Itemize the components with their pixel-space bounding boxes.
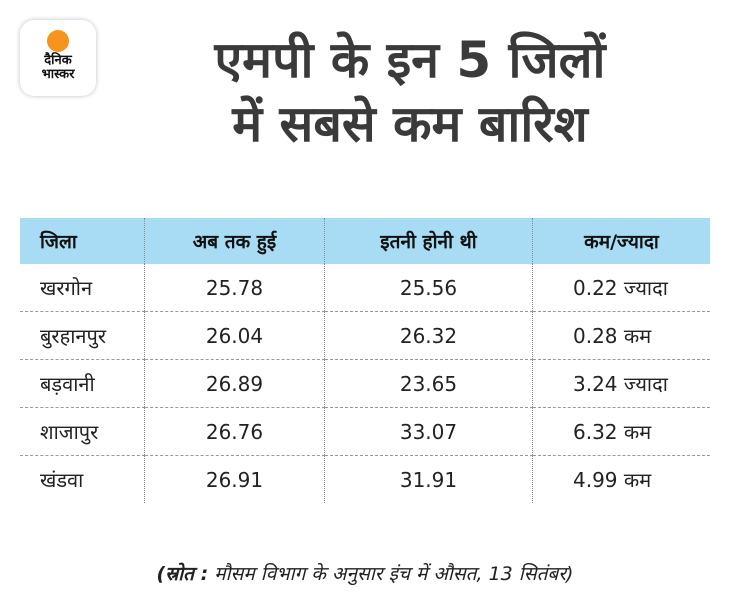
value-cell: 26.04 <box>144 311 325 360</box>
source-text: मौसम विभाग के अनुसार इंच में औसत, 13 सित… <box>208 563 574 585</box>
district-cell: शाजापुर <box>20 407 145 456</box>
logo-line1: दैनिक <box>44 53 72 68</box>
value-cell: 4.99 कम <box>532 455 710 503</box>
table-row: शाजापुर 26.76 33.07 6.32 कम <box>20 407 710 456</box>
column-header: कम/ज्यादा <box>532 218 710 264</box>
value-cell: 26.32 <box>324 311 533 360</box>
value-cell: 26.76 <box>144 407 325 456</box>
column-header: अब तक हुई <box>144 218 325 264</box>
source-label: (स्रोत : <box>156 563 209 585</box>
table-header: जिला अब तक हुई इतनी होनी थी कम/ज्यादा <box>20 218 710 264</box>
column-header: इतनी होनी थी <box>324 218 533 264</box>
district-cell: खंडवा <box>20 455 145 503</box>
table-row: बड़वानी 26.89 23.65 3.24 ज्यादा <box>20 359 710 408</box>
table-row: खंडवा 26.91 31.91 4.99 कम <box>20 455 710 503</box>
value-cell: 25.56 <box>324 264 533 312</box>
column-header: जिला <box>20 218 145 264</box>
value-cell: 3.24 ज्यादा <box>532 359 710 408</box>
value-cell: 26.89 <box>144 359 325 408</box>
value-cell: 0.28 कम <box>532 311 710 360</box>
value-cell: 25.78 <box>144 264 325 312</box>
table-row: खरगोन 25.78 25.56 0.22 ज्यादा <box>20 264 710 312</box>
source-note: (स्रोत : मौसम विभाग के अनुसार इंच में औस… <box>0 560 730 586</box>
logo-line2: भास्कर <box>41 67 75 82</box>
title-line1: एमपी के इन 5 जिलों <box>214 31 606 89</box>
value-cell: 23.65 <box>324 359 533 408</box>
value-cell: 31.91 <box>324 455 533 503</box>
district-cell: बड़वानी <box>20 359 145 408</box>
page-title: एमपी के इन 5 जिलों में सबसे कम बारिश <box>110 28 710 156</box>
district-cell: खरगोन <box>40 276 93 300</box>
table-row: बुरहानपुर 26.04 26.32 0.28 कम <box>20 311 710 360</box>
value-cell: 26.91 <box>144 455 325 503</box>
title-line2: में सबसे कम बारिश <box>232 95 588 153</box>
district-cell: बुरहानपुर <box>20 311 145 360</box>
value-cell: 33.07 <box>324 407 533 456</box>
value-cell: 6.32 कम <box>532 407 710 456</box>
dainik-bhaskar-logo: दैनिक भास्कर <box>20 20 96 96</box>
value-cell: 0.22 ज्यादा <box>532 264 710 312</box>
rainfall-table: जिला अब तक हुई इतनी होनी थी कम/ज्यादा खर… <box>20 218 710 503</box>
sun-icon <box>47 30 69 52</box>
